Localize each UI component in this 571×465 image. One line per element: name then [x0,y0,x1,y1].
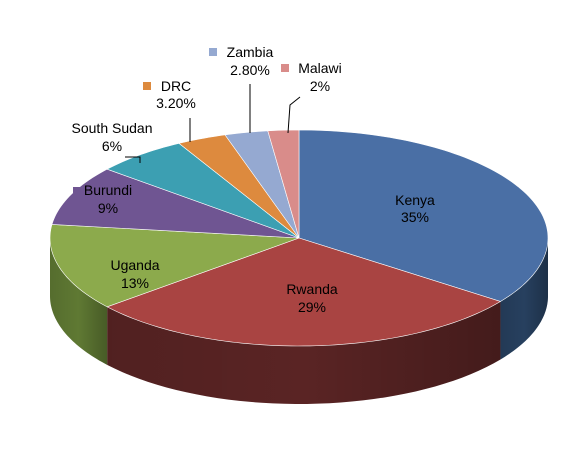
pie-slices [49,129,549,347]
leader-lines [125,84,301,163]
slice-uganda [49,224,300,308]
slice-burundi [51,168,300,239]
value-label-burundi: 9% [98,200,118,216]
value-label-rwanda: 29% [298,299,326,315]
key-rwanda [273,286,281,294]
value-label-malawi: 2% [310,78,330,94]
key-zambia [209,48,217,56]
value-label-zambia: 2.80% [230,62,270,78]
label-zambia: Zambia [227,44,274,60]
key-burundi [73,187,81,195]
label-rwanda: Rwanda [286,281,338,297]
value-label-drc: 3.20% [156,95,196,111]
side-shade-kenya [500,238,548,360]
value-label-south-sudan: 6% [102,138,122,154]
slice-drc [178,134,300,239]
slice-south-sudan [106,143,300,239]
pie-sides [50,238,548,404]
value-label-uganda: 13% [121,275,149,291]
label-drc: DRC [161,78,191,94]
slice-kenya [298,129,549,302]
side-shade-uganda [50,238,108,365]
label-malawi: Malawi [298,60,342,76]
slice-zambia [224,130,300,239]
leader-malawi [287,96,301,134]
leader-south-sudan [125,156,141,163]
label-south-sudan: South Sudan [72,120,153,136]
value-label-kenya: 35% [401,209,429,225]
slice-malawi [267,129,300,239]
label-burundi: Burundi [84,182,132,198]
label-kenya: Kenya [395,192,435,208]
slice-rwanda [106,237,502,347]
key-malawi [281,64,289,72]
key-drc [143,82,151,90]
label-uganda: Uganda [110,257,159,273]
side-shade-rwanda [107,301,501,404]
